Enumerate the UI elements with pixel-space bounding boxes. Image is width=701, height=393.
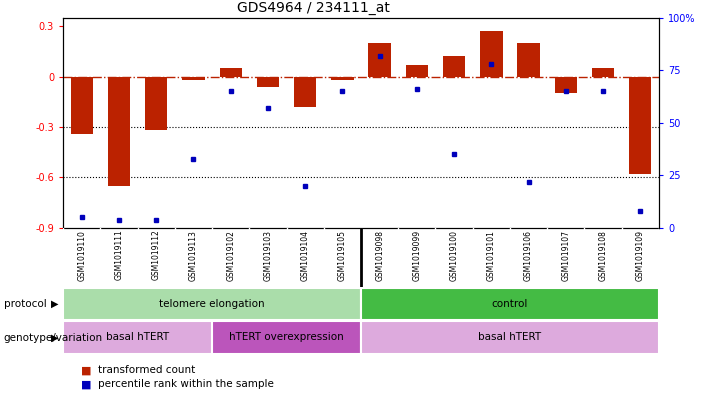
Bar [361,288,659,320]
Text: GSM1019106: GSM1019106 [524,230,533,281]
Bar [212,321,361,354]
Text: GSM1019109: GSM1019109 [636,230,645,281]
Text: ▶: ▶ [51,299,59,309]
Text: GSM1019103: GSM1019103 [264,230,273,281]
Bar [63,288,361,320]
Text: GSM1019108: GSM1019108 [599,230,608,281]
Text: GSM1019102: GSM1019102 [226,230,235,281]
Text: ■: ■ [81,379,91,389]
Text: GSM1019111: GSM1019111 [114,230,123,281]
Bar [480,31,503,77]
Text: ▶: ▶ [51,332,59,343]
Bar [71,77,93,134]
Text: genotype/variation: genotype/variation [4,332,102,343]
Bar [554,77,577,94]
Bar [145,77,168,130]
Text: hTERT overexpression: hTERT overexpression [229,332,344,342]
Text: GSM1019101: GSM1019101 [487,230,496,281]
Bar [257,77,279,86]
Title: GDS4964 / 234111_at: GDS4964 / 234111_at [237,1,390,15]
Bar [182,77,205,80]
Text: GSM1019110: GSM1019110 [77,230,86,281]
Text: GSM1019112: GSM1019112 [151,230,161,281]
Bar [332,77,353,80]
Text: protocol: protocol [4,299,46,309]
Bar [369,43,391,77]
Text: GSM1019105: GSM1019105 [338,230,347,281]
Bar [63,321,212,354]
Bar [108,77,130,186]
Text: basal hTERT: basal hTERT [106,332,169,342]
Bar [294,77,316,107]
Text: GSM1019113: GSM1019113 [189,230,198,281]
Bar [629,77,651,174]
Text: telomere elongation: telomere elongation [159,299,265,309]
Text: control: control [492,299,528,309]
Text: GSM1019098: GSM1019098 [375,230,384,281]
Text: transformed count: transformed count [98,365,196,375]
Bar [592,68,614,77]
Text: GSM1019107: GSM1019107 [562,230,571,281]
Bar [517,43,540,77]
Text: basal hTERT: basal hTERT [478,332,542,342]
Text: GSM1019100: GSM1019100 [449,230,458,281]
Bar [443,56,465,77]
Bar [406,65,428,77]
Text: GSM1019099: GSM1019099 [412,230,421,281]
Bar [219,68,242,77]
Text: ■: ■ [81,365,91,375]
Text: GSM1019104: GSM1019104 [301,230,310,281]
Text: percentile rank within the sample: percentile rank within the sample [98,379,274,389]
Bar [361,321,659,354]
